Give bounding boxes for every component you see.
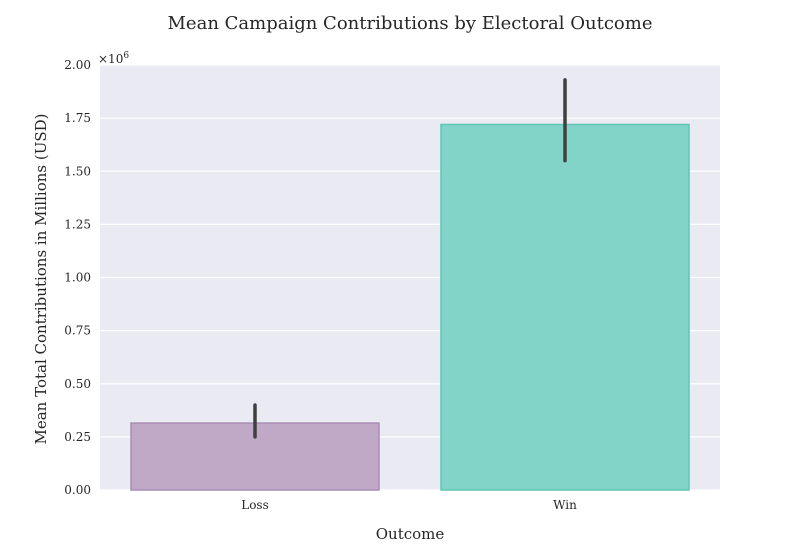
y-tick-label: 0.50 [64, 377, 91, 391]
y-tick-label: 1.00 [64, 271, 91, 285]
x-tick-label: Loss [241, 498, 269, 512]
chart-title: Mean Campaign Contributions by Electoral… [168, 13, 653, 34]
error-bars [253, 78, 567, 439]
y-tick-label: 2.00 [64, 58, 91, 72]
y-tick-label: 1.50 [64, 164, 91, 178]
y-tick-labels: 0.00 0.25 0.50 0.75 1.00 1.25 1.50 1.75 2.00 [64, 58, 91, 497]
x-axis-label: Outcome [376, 525, 445, 543]
x-tick-labels: Loss Win [241, 498, 577, 512]
y-axis-label: Mean Total Contributions in Millions (US… [32, 113, 50, 444]
bar-win [440, 123, 690, 491]
y-tick-label: 0.25 [64, 430, 91, 444]
x-tick-label: Win [553, 498, 577, 512]
y-tick-label: 0.75 [64, 324, 91, 338]
y-tick-label: 0.00 [64, 483, 91, 497]
y-tick-label: 1.75 [64, 111, 91, 125]
y-tick-label: 1.25 [64, 217, 91, 231]
bars [130, 123, 690, 491]
y-axis-multiplier: ×106 [98, 51, 129, 66]
